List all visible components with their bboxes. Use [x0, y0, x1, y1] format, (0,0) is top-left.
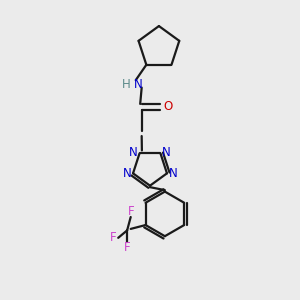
Text: O: O	[164, 100, 173, 113]
Text: F: F	[110, 231, 116, 244]
Text: N: N	[162, 146, 171, 159]
Text: F: F	[124, 241, 130, 254]
Text: N: N	[134, 78, 143, 91]
Text: F: F	[128, 206, 134, 218]
Text: N: N	[169, 167, 177, 180]
Text: N: N	[129, 146, 138, 159]
Text: N: N	[123, 167, 131, 180]
Text: H: H	[122, 78, 130, 91]
